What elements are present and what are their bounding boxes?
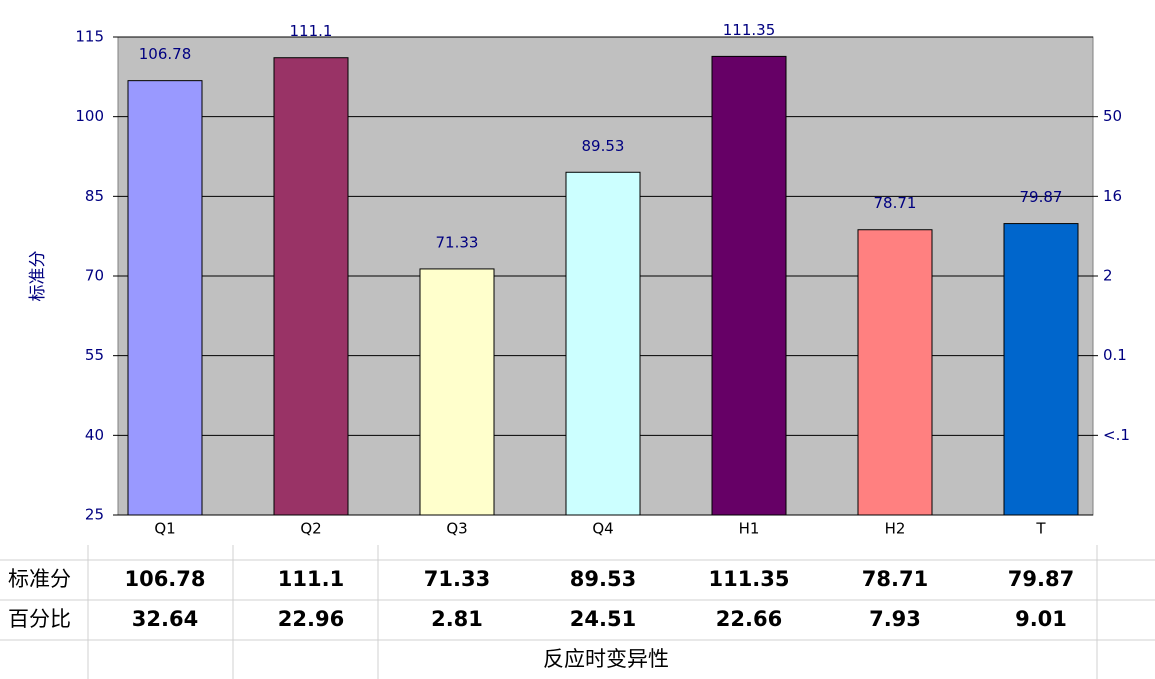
y-tick-label: 70 — [85, 267, 104, 285]
table-cell: 111.35 — [708, 567, 789, 591]
table-cell: 106.78 — [124, 567, 205, 591]
table-cell: 22.66 — [716, 607, 782, 631]
y2-tick-label: 0.1 — [1103, 346, 1127, 364]
x-tick-label: Q3 — [446, 520, 467, 538]
bar — [127, 80, 203, 516]
x-tick-label: Q4 — [592, 520, 613, 538]
value-label: 71.33 — [436, 233, 479, 251]
table-cell: 7.93 — [869, 607, 921, 631]
x-tick-label: H2 — [885, 520, 906, 538]
value-label: 78.71 — [874, 194, 917, 212]
value-label: 111.1 — [290, 22, 333, 40]
table-cell: 79.87 — [1008, 567, 1074, 591]
bar — [273, 57, 349, 516]
value-label: 79.87 — [1020, 188, 1063, 206]
bar — [857, 229, 933, 516]
y2-tick-label: <.1 — [1103, 426, 1130, 444]
bar — [711, 55, 787, 516]
x-tick-label: H1 — [739, 520, 760, 538]
value-label: 111.35 — [723, 21, 776, 39]
table-cell: 22.96 — [278, 607, 344, 631]
table-cell: 71.33 — [424, 567, 490, 591]
bar — [419, 268, 495, 516]
table-cell: 89.53 — [570, 567, 636, 591]
table-caption: 反应时变异性 — [543, 647, 669, 671]
y-tick-label: 40 — [85, 426, 104, 444]
value-label: 89.53 — [582, 137, 625, 155]
y-tick-label: 55 — [85, 346, 104, 364]
x-tick-label: Q2 — [300, 520, 321, 538]
table-cell: 78.71 — [862, 567, 928, 591]
y-axis-label: 标准分 — [28, 251, 48, 302]
y-tick-label: 25 — [85, 506, 104, 524]
y2-tick-label: 2 — [1103, 267, 1113, 285]
y-tick-label: 115 — [75, 28, 104, 46]
table-cell: 24.51 — [570, 607, 636, 631]
x-tick-label: Q1 — [154, 520, 175, 538]
y-tick-label: 100 — [75, 107, 104, 125]
y-tick-label: 85 — [85, 187, 104, 205]
bar — [1003, 223, 1079, 516]
table-cell: 32.64 — [132, 607, 198, 631]
table-cell: 2.81 — [431, 607, 483, 631]
y2-tick-label: 50 — [1103, 107, 1122, 125]
table-cell: 9.01 — [1015, 607, 1067, 631]
bar — [565, 171, 641, 516]
row-label: 百分比 — [8, 607, 71, 631]
x-tick-label: T — [1035, 520, 1046, 538]
row-label: 标准分 — [8, 567, 71, 591]
y2-tick-label: 16 — [1103, 187, 1122, 205]
table-cell: 111.1 — [278, 567, 344, 591]
value-label: 106.78 — [139, 45, 192, 63]
